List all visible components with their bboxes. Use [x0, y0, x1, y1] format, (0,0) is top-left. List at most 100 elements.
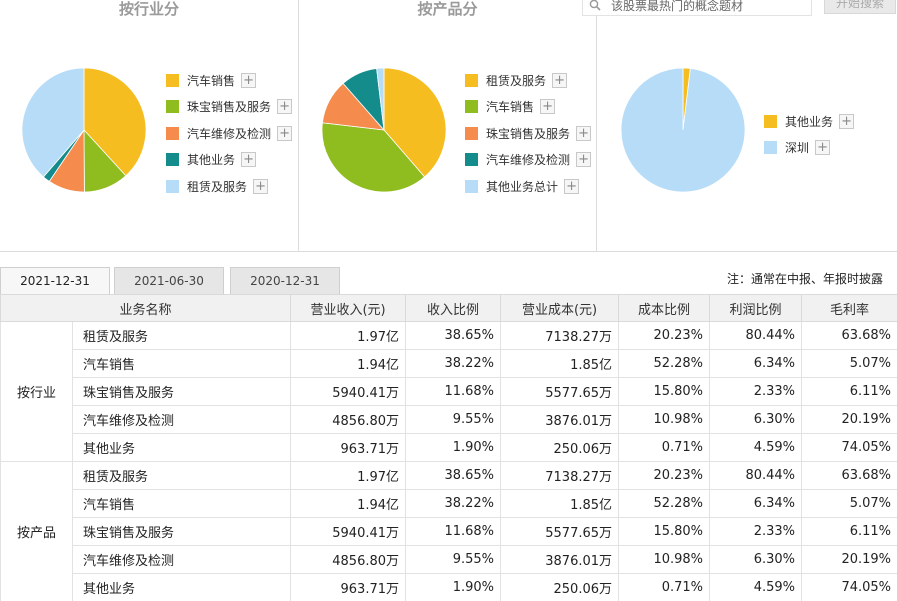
legend-swatch [764, 141, 777, 154]
expand-plus-icon[interactable]: + [241, 152, 257, 167]
expand-plus-icon[interactable]: + [576, 125, 592, 141]
pie-slice [321, 122, 426, 193]
legend-swatch [166, 73, 179, 87]
legend-swatch [166, 179, 179, 193]
value-cell: 1.97亿 [290, 321, 407, 350]
legend-swatch [465, 126, 478, 140]
legend-swatch [166, 153, 179, 166]
tab-2021-06-30[interactable]: 2021-06-30 [114, 267, 224, 294]
disclosure-note: 注：通常在中报、年报时披露 [726, 272, 883, 286]
legend-label: 其他业务 [187, 153, 236, 167]
table-row: 其他业务 963.71万 1.90% 250.06万 0.71% 4.59% 74.05% [1, 433, 897, 462]
legend-item: 其他业务总计 + [465, 177, 580, 195]
business-name-cell: 汽车销售 [71, 489, 292, 518]
value-cell: 15.80% [618, 377, 711, 406]
value-cell: 6.11% [801, 377, 897, 406]
col-header-revenue-ratio: 收入比例 [405, 294, 502, 322]
value-cell: 1.94亿 [290, 349, 407, 378]
value-cell: 7138.27万 [500, 321, 620, 350]
value-cell: 20.19% [801, 545, 897, 574]
search-placeholder: 该股票最热门的概念题材 [611, 0, 744, 13]
divider [0, 251, 897, 252]
value-cell: 74.05% [801, 573, 897, 601]
value-cell: 1.97亿 [290, 461, 407, 490]
search-button[interactable]: 开始搜索 [824, 0, 896, 14]
col-header-gross-margin: 毛利率 [801, 294, 897, 322]
product-chart-panel: 按产品分 租赁及服务 + 汽车销售 + 珠宝销售及服务 + 汽车维修及检测 + 其他业务总计 + [298, 0, 596, 252]
legend-swatch [465, 179, 478, 193]
expand-plus-icon[interactable]: + [815, 140, 831, 155]
legend-swatch [166, 100, 179, 113]
expand-plus-icon[interactable]: + [576, 152, 592, 167]
panel-title: 按产品分 [417, 0, 478, 18]
col-header-cost-ratio: 成本比例 [618, 294, 711, 322]
expand-plus-icon[interactable]: + [241, 72, 257, 88]
legend-label: 汽车销售 [486, 100, 535, 114]
value-cell: 7138.27万 [500, 461, 620, 490]
value-cell: 63.68% [801, 461, 897, 490]
region-chart-panel: 按地区分 其他业务+深圳+ [596, 0, 897, 252]
legend-swatch [465, 100, 478, 113]
business-name-cell: 珠宝销售及服务 [71, 517, 292, 546]
value-cell: 10.98% [618, 405, 711, 434]
business-name-cell: 租赁及服务 [71, 461, 292, 490]
value-cell: 1.85亿 [500, 349, 620, 378]
business-name-cell: 汽车维修及检测 [71, 405, 292, 434]
expand-plus-icon[interactable]: + [277, 99, 293, 114]
value-cell: 4856.80万 [290, 405, 407, 434]
expand-plus-icon[interactable]: + [540, 99, 556, 114]
table-header-row: 业务名称 营业收入(元) 收入比例 营业成本(元) 成本比例 利润比例 毛利率 [0, 294, 897, 322]
industry-chart-panel: 按行业分 汽车销售 + 珠宝销售及服务 + 汽车维修及检测 + 其他业务 + 租赁及服务 + [0, 0, 298, 252]
legend-item: 汽车维修及检测 + [465, 151, 592, 169]
col-header-cost: 营业成本(元) [500, 294, 620, 322]
expand-plus-icon[interactable]: + [277, 125, 293, 141]
legend-swatch [465, 73, 478, 87]
value-cell: 963.71万 [290, 573, 407, 601]
business-name-cell: 其他业务 [71, 573, 292, 601]
search-input[interactable]: 该股票最热门的概念题材 [582, 0, 812, 16]
legend-label: 珠宝销售及服务 [187, 100, 272, 114]
table-row: 按行业 租赁及服务 1.97亿 38.65% 7138.27万 20.23% 80.44% 6… [0, 321, 897, 462]
value-cell: 52.28% [618, 349, 711, 378]
pie-slice [83, 67, 147, 177]
group-label: 按行业 [0, 321, 73, 462]
expand-plus-icon[interactable]: + [839, 113, 855, 129]
legend-label: 其他业务 [785, 114, 834, 129]
expand-plus-icon[interactable]: + [552, 72, 568, 88]
legend-item: 租赁及服务 + [166, 177, 269, 195]
col-header-profit-ratio: 利润比例 [709, 294, 803, 322]
value-cell: 4856.80万 [290, 545, 407, 574]
value-cell: 250.06万 [500, 573, 620, 601]
pie-slice [376, 67, 385, 131]
value-cell: 38.65% [405, 461, 502, 490]
legend-label: 汽车维修及检测 [486, 153, 571, 167]
expand-plus-icon[interactable]: + [253, 178, 269, 194]
legend-label: 租赁及服务 [187, 179, 248, 194]
value-cell: 20.23% [618, 321, 711, 350]
legend-label: 珠宝销售及服务 [486, 126, 571, 141]
value-cell: 6.11% [801, 517, 897, 546]
value-cell: 4.59% [709, 433, 803, 462]
table-row: 珠宝销售及服务 5940.41万 11.68% 5577.65万 15.80% 2.33%… [1, 377, 897, 406]
value-cell: 11.68% [405, 377, 502, 406]
legend-item: 其他业务 + [764, 112, 855, 130]
legend-item: 其他业务 + [166, 151, 257, 169]
legend-item: 汽车销售 + [465, 98, 556, 116]
value-cell: 20.23% [618, 461, 711, 490]
legend-label: 深圳 [785, 141, 810, 155]
value-cell: 63.68% [801, 321, 897, 350]
value-cell: 11.68% [405, 517, 502, 546]
value-cell: 4.59% [709, 573, 803, 601]
value-cell: 3876.01万 [500, 545, 620, 574]
business-name-cell: 汽车销售 [71, 349, 292, 378]
value-cell: 963.71万 [290, 433, 407, 462]
value-cell: 9.55% [405, 545, 502, 574]
value-cell: 38.65% [405, 321, 502, 350]
value-cell: 80.44% [709, 461, 803, 490]
legend-item: 租赁及服务 + [465, 71, 568, 89]
industry-pie-chart [21, 67, 147, 193]
expand-plus-icon[interactable]: + [564, 178, 580, 194]
tab-2021-12-31[interactable]: 2021-12-31 [0, 267, 110, 294]
tab-2020-12-31[interactable]: 2020-12-31 [230, 267, 340, 294]
value-cell: 15.80% [618, 517, 711, 546]
